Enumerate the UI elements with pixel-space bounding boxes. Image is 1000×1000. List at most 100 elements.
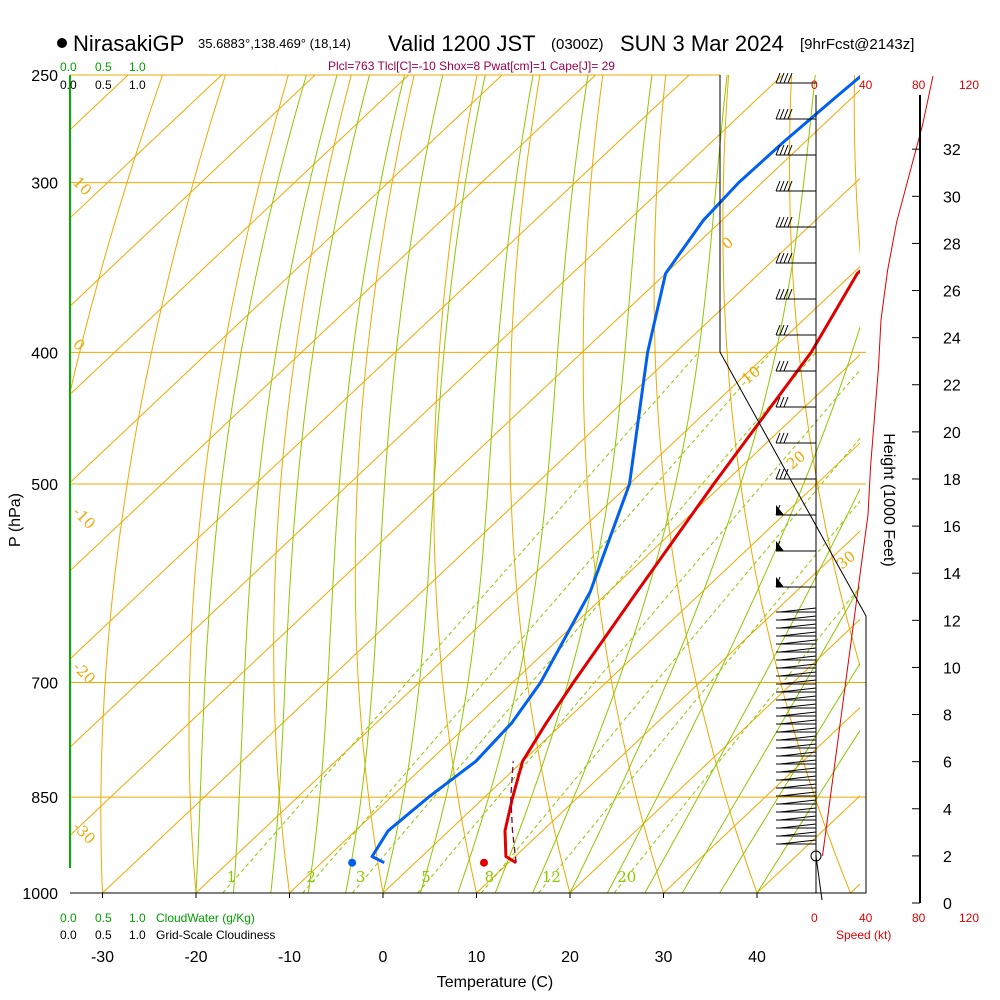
wind-barb-feather — [783, 396, 789, 408]
wind-barb-feather — [779, 807, 817, 813]
wind-barb — [776, 759, 817, 765]
height-tick-label: 18 — [943, 472, 961, 489]
wind-barb — [775, 252, 816, 264]
dry-adiabat-line — [653, 75, 758, 893]
wind-barb — [776, 807, 817, 813]
wind-barb-feather — [779, 799, 817, 805]
height-tick-label: 28 — [943, 236, 961, 253]
wind-barb — [776, 679, 817, 685]
pressure-tick: 250 — [31, 68, 58, 85]
station-name: NirasakiGP — [73, 31, 184, 56]
speed-axis-label: Speed (kt) — [836, 928, 891, 942]
mixing-ratio-line — [480, 437, 860, 893]
wind-barb-feather — [779, 396, 785, 408]
wind-barb-feather — [783, 144, 789, 156]
wind-barb-feather — [775, 432, 781, 444]
temperature-profile-line — [503, 269, 860, 864]
temp-tick-label: -10 — [278, 949, 301, 966]
dry-adiabat-line — [788, 75, 860, 668]
wind-barb-feather — [787, 72, 793, 84]
wind-barb-feather — [779, 252, 785, 264]
pressure-tick: 700 — [31, 676, 58, 693]
wind-barb-feather — [775, 108, 781, 120]
cloudiness-tick: 1.0 — [129, 928, 146, 942]
wind-barb-feather — [783, 288, 789, 300]
moist-adiabat-line — [307, 75, 405, 893]
dry-adiabat-label: 10 — [738, 362, 764, 388]
wind-barb — [776, 735, 817, 741]
wind-barb-feather — [779, 767, 817, 773]
wind-barb — [776, 727, 817, 733]
wind-barb-feather — [779, 216, 785, 228]
wind-barb-feather — [783, 216, 789, 228]
cloudwater-ticks-bottom: 0.0 0.5 1.0 CloudWater (g/Kg) — [60, 911, 255, 925]
wind-barb-feather — [779, 324, 785, 336]
isotherm-line — [70, 75, 222, 219]
wind-barb-feather — [775, 360, 781, 372]
height-tick-label: 30 — [943, 189, 961, 206]
cloudiness-label: Grid-Scale Cloudiness — [156, 928, 275, 942]
profiles — [370, 75, 860, 865]
speed-tick: 0 — [811, 78, 818, 92]
cloudiness-tick: 1.0 — [129, 78, 146, 92]
isotherm-label: 10 — [69, 173, 95, 199]
dry-adiabat-line — [722, 75, 851, 893]
dry-adiabat-line — [100, 75, 226, 893]
isotherm-label: 0 — [69, 335, 88, 354]
height-tick-label: 16 — [943, 519, 961, 536]
dry-adiabat-line — [582, 75, 664, 893]
wind-barb-feather — [779, 144, 785, 156]
surface-dewpoint-dot — [348, 858, 357, 867]
wind-barb — [776, 799, 817, 805]
wind-barb-feather — [783, 72, 789, 84]
temp-tick-label: -20 — [184, 949, 207, 966]
cloudiness-tick: 0.5 — [95, 78, 112, 92]
wind-barb — [776, 687, 817, 693]
wind-barb-feather — [775, 468, 781, 480]
moist-adiabat-line — [382, 75, 486, 893]
dry-adiabat-label: 20 — [783, 447, 809, 473]
speed-tick: 120 — [959, 911, 979, 925]
isotherm-label: -30 — [69, 818, 99, 848]
wind-barb-feather — [779, 823, 817, 829]
wind-barb — [776, 751, 817, 757]
wind-barb-feather — [779, 711, 817, 717]
forecast-info: [9hrFcst@2143z] — [800, 36, 914, 53]
mixing-ratio-label: 12 — [542, 868, 561, 886]
wind-barb — [776, 775, 817, 781]
wind-barb-feather — [779, 468, 785, 480]
wind-barb-feather — [779, 775, 817, 781]
wind-barb — [776, 711, 817, 717]
wind-barb-feather — [779, 655, 817, 661]
wind-barb-feather — [779, 719, 817, 725]
temp-tick-label: 40 — [748, 949, 766, 966]
wind-barb — [776, 647, 817, 653]
wind-barb-feather — [779, 288, 785, 300]
speed-profile-line — [822, 75, 934, 857]
isotherm-line — [663, 706, 860, 893]
wind-barb-feather — [779, 831, 817, 837]
mixing-ratio-label: 1 — [227, 868, 237, 886]
wind-barb — [775, 360, 816, 372]
wind-barb-feather — [783, 432, 789, 444]
height-tick-label: 4 — [943, 802, 952, 819]
wind-barb — [775, 72, 816, 84]
height-tick-label: 32 — [943, 142, 961, 159]
pressure-tick: 500 — [31, 477, 58, 494]
wind-barb — [776, 663, 817, 669]
wind-barb-feather — [779, 759, 817, 765]
wind-barb-feather — [783, 252, 789, 264]
wind-barb — [776, 743, 817, 749]
dry-adiabat-line — [354, 75, 415, 893]
wind-barb — [776, 695, 817, 701]
speed-tick: 120 — [959, 78, 979, 92]
temp-tick-label: 0 — [379, 949, 388, 966]
pressure-tick: 850 — [31, 790, 58, 807]
cloudwater-ticks-top: 0.0 0.5 1.0 — [60, 60, 146, 74]
height-tick-label: 6 — [943, 755, 952, 772]
wind-barb-feather — [775, 144, 781, 156]
cloudiness-tick: 0.0 — [60, 78, 77, 92]
height-tick-label: 26 — [943, 284, 961, 301]
wind-barb-feather — [779, 647, 817, 653]
